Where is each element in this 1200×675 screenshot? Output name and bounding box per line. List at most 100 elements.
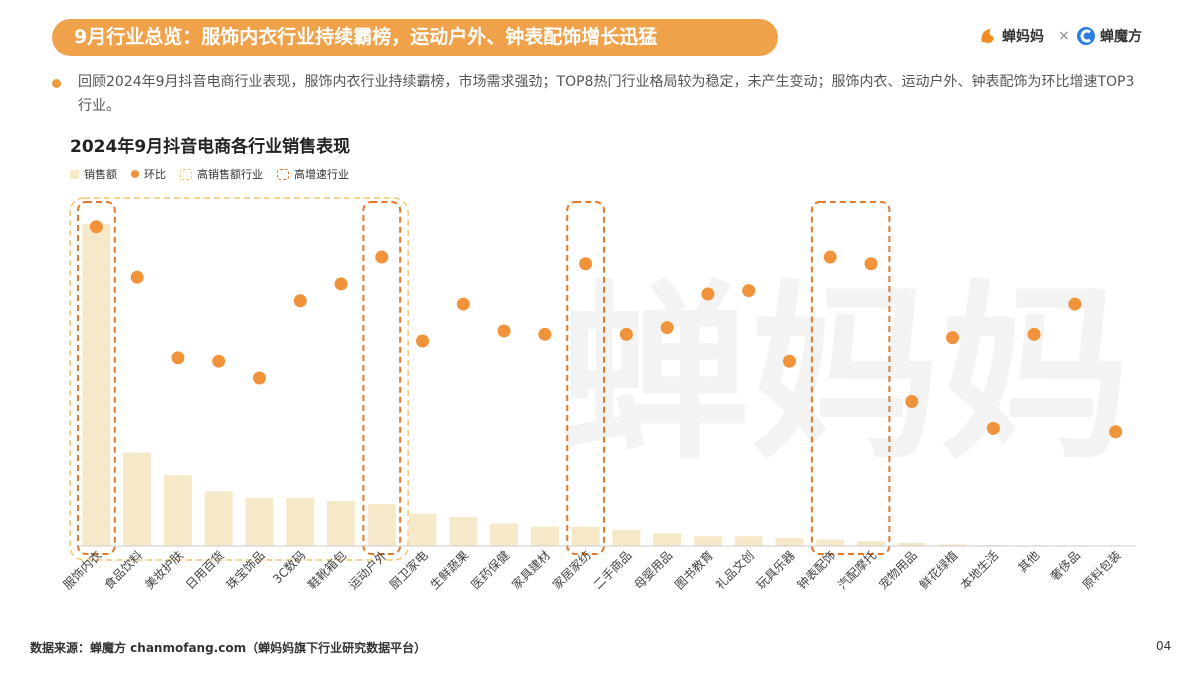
chart-legend: 销售额 环比 高销售额行业 高增速行业 — [70, 166, 363, 182]
mom-point-17 — [742, 284, 756, 298]
page-title: 9月行业总览：服饰内衣行业持续霸榜，运动户外、钟表配饰增长迅猛 — [52, 19, 778, 56]
bar-15 — [653, 533, 682, 546]
x-tick-label: 图书教育 — [671, 548, 716, 593]
mom-point-11 — [497, 324, 511, 338]
bar-10 — [449, 517, 478, 546]
mom-point-23 — [986, 421, 1000, 435]
bar-6 — [286, 497, 315, 546]
mom-point-25 — [1068, 297, 1082, 311]
chart-title: 2024年9月抖音电商各行业销售表现 — [70, 137, 351, 157]
x-tick-label: 美妆护肤 — [141, 548, 186, 593]
high-growth-box-3 — [566, 201, 606, 555]
x-tick-label: 运动户外 — [345, 548, 390, 593]
x-tick-label: 鞋靴箱包 — [305, 548, 350, 593]
page-number: 04 — [1156, 639, 1172, 653]
bar-4 — [204, 491, 233, 546]
legend-item-sales: 销售额 — [70, 166, 117, 182]
x-tick-label: 礼品文创 — [712, 548, 757, 593]
legend-high-sales-label: 高销售额行业 — [197, 168, 263, 181]
bar-14 — [612, 529, 641, 546]
x-tick-label: 生鲜蔬果 — [428, 548, 472, 592]
bar-2 — [123, 452, 152, 546]
x-tick-label: 本地生活 — [958, 548, 1002, 592]
mom-point-22 — [946, 331, 960, 345]
legend-high-sales-swatch — [180, 168, 192, 180]
high-growth-box-4 — [810, 201, 891, 555]
brand-left-label: 蝉妈妈 — [1002, 29, 1044, 45]
bar-12 — [530, 526, 559, 546]
x-tick-label: 服饰内衣 — [60, 548, 105, 593]
mom-point-3 — [171, 351, 185, 365]
bar-3 — [163, 475, 192, 546]
mom-point-12 — [538, 327, 552, 341]
bar-13 — [571, 526, 600, 546]
x-tick-label: 家居家纺 — [549, 548, 594, 593]
high-sales-box — [69, 197, 409, 561]
bar-5 — [245, 497, 274, 546]
legend-high-growth-label: 高增速行业 — [294, 168, 349, 181]
legend-bar-swatch — [70, 169, 79, 179]
bar-16 — [693, 536, 722, 546]
bar-21 — [897, 542, 926, 546]
legend-high-growth-swatch — [277, 168, 289, 180]
mom-point-6 — [293, 294, 307, 308]
mom-point-21 — [905, 395, 919, 409]
chanmofang-logo: 蝉魔方 — [1076, 22, 1142, 50]
x-tick-label: 日用百货 — [182, 548, 227, 593]
mom-point-16 — [701, 287, 715, 301]
legend-item-high-growth: 高增速行业 — [277, 166, 349, 182]
legend-item-high-sales: 高销售额行业 — [180, 166, 263, 182]
watermark-text: 蝉妈妈 — [560, 264, 1130, 485]
bar-7 — [327, 500, 355, 546]
x-tick-label: 奢侈品 — [1048, 548, 1083, 583]
high-growth-box-1 — [77, 201, 116, 555]
x-tick-label: 珠宝饰品 — [224, 548, 268, 592]
mom-point-4 — [212, 354, 226, 368]
chanmofang-logo-icon — [1077, 27, 1095, 45]
mom-point-13 — [579, 257, 593, 271]
mom-point-26 — [1109, 425, 1123, 439]
mom-point-14 — [619, 327, 633, 341]
x-tick-label: 原料包装 — [1080, 548, 1124, 592]
chanmama-logo: 蝉妈妈 — [978, 22, 1044, 50]
highlight-boxes — [69, 197, 891, 561]
brand-right-label: 蝉魔方 — [1100, 29, 1142, 45]
x-tick-label: 家具建材 — [508, 548, 553, 593]
mom-point-1 — [89, 220, 103, 234]
mom-point-19 — [823, 250, 837, 264]
x-tick-label: 鲜花绿植 — [916, 548, 961, 593]
mom-point-9 — [416, 334, 430, 348]
bar-8 — [367, 504, 396, 546]
mom-point-10 — [456, 297, 470, 311]
summary-text: 回顾2024年9月抖音电商行业表现，服饰内衣行业持续霸榜，市场需求强劲；TOP8… — [78, 74, 1135, 114]
bar-20 — [857, 541, 885, 546]
x-tick-label: 3C数码 — [269, 548, 308, 587]
mom-point-5 — [252, 371, 266, 385]
x-tick-label: 玩具乐器 — [754, 548, 798, 592]
mom-point-20 — [864, 257, 878, 271]
mom-point-8 — [375, 250, 389, 264]
bar-1 — [82, 224, 111, 546]
mom-point-15 — [660, 321, 674, 335]
chanmama-logo-icon — [981, 29, 994, 43]
x-tick-label: 其他 — [1015, 548, 1042, 575]
bar-17 — [734, 536, 763, 546]
bullet-icon — [52, 79, 61, 88]
x-tick-label: 母婴用品 — [631, 548, 675, 592]
bar-22 — [938, 544, 967, 546]
legend-mom-label: 环比 — [144, 168, 166, 181]
mom-point-24 — [1027, 327, 1041, 341]
data-source: 数据来源：蝉魔方 chanmofang.com（蝉妈妈旗下行业研究数据平台） — [30, 641, 427, 655]
mom-point-18 — [782, 354, 796, 368]
legend-item-mom: 环比 — [131, 166, 166, 182]
bar-11 — [490, 523, 519, 546]
legend-dot-swatch — [131, 170, 139, 178]
brand-separator: × — [1058, 28, 1070, 44]
bar-9 — [408, 513, 437, 546]
mom-point-2 — [130, 270, 144, 284]
mom-series — [89, 220, 1123, 439]
x-tick-label: 医药保健 — [468, 548, 512, 592]
x-tick-label: 钟表配饰 — [794, 548, 839, 593]
legend-sales-label: 销售额 — [84, 168, 117, 181]
